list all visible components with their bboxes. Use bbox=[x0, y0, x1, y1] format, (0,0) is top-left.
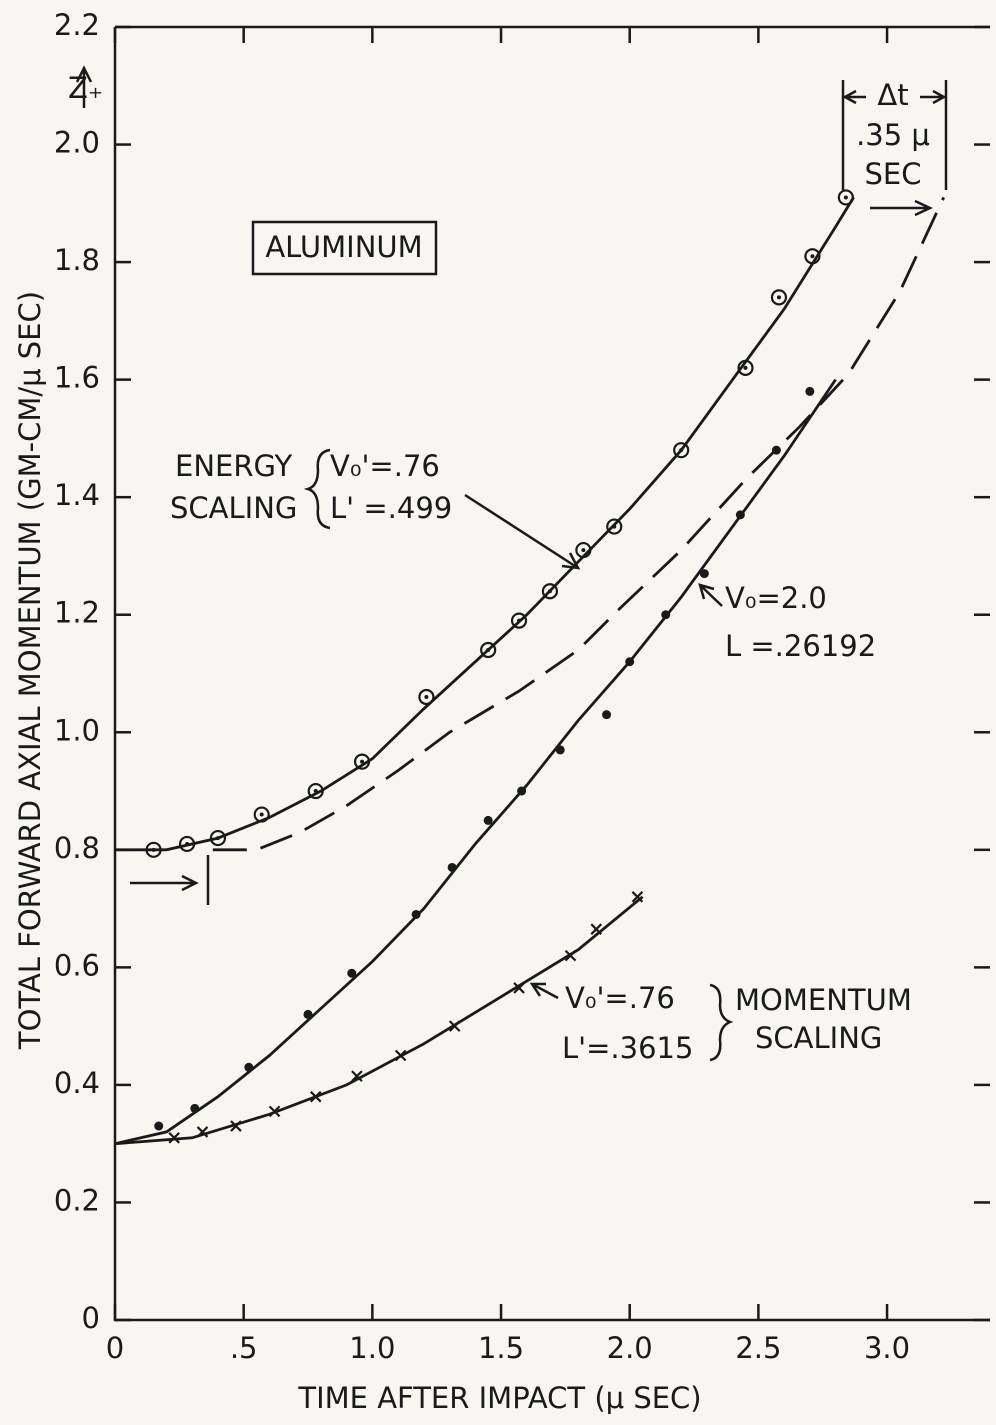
y-tick-label: 1.0 bbox=[54, 713, 100, 747]
brace bbox=[709, 983, 734, 1062]
annotation: MOMENTUM bbox=[735, 983, 912, 1017]
label-box bbox=[251, 220, 438, 276]
point bbox=[351, 1070, 363, 1082]
marker-center bbox=[581, 548, 586, 553]
point bbox=[347, 968, 357, 978]
x-tick-label: 1.0 bbox=[349, 1331, 395, 1365]
annotation: .35 μ bbox=[856, 118, 930, 152]
y-tick-label: 0.2 bbox=[54, 1183, 100, 1217]
point bbox=[699, 569, 709, 579]
z-arrow bbox=[75, 65, 93, 108]
arrow bbox=[464, 493, 581, 570]
x-tick-label: 2.5 bbox=[735, 1331, 781, 1365]
y-tick-label: 1.8 bbox=[54, 243, 100, 277]
annotation: ALUMINUM bbox=[265, 230, 422, 264]
annotation: Z₊ bbox=[68, 71, 103, 105]
annotation: L'=.3615 bbox=[562, 1031, 693, 1065]
arrow bbox=[698, 583, 723, 607]
point bbox=[602, 710, 612, 720]
delta-bracket bbox=[841, 80, 948, 190]
curve bbox=[212, 196, 945, 852]
arrow bbox=[870, 199, 933, 217]
marker-center bbox=[843, 195, 848, 200]
point bbox=[418, 688, 435, 706]
annotation: V₀'=.76 bbox=[565, 981, 675, 1015]
y-tick-label: 2.0 bbox=[54, 126, 100, 160]
marker-dot bbox=[602, 710, 612, 720]
x-tick-label: 2.0 bbox=[607, 1331, 653, 1365]
marker-x bbox=[351, 1070, 363, 1082]
x-tick-label: 0 bbox=[106, 1331, 124, 1365]
marker-center bbox=[810, 254, 815, 259]
y-tick-label: 2.2 bbox=[54, 8, 100, 42]
point bbox=[154, 1121, 164, 1131]
annotation: Δt bbox=[877, 78, 908, 112]
annotation: SCALING bbox=[170, 491, 297, 525]
marker-dot bbox=[154, 1121, 164, 1131]
arrow bbox=[529, 982, 559, 1000]
curve bbox=[114, 378, 837, 1146]
y-tick-label: 1.6 bbox=[54, 361, 100, 395]
marker-x bbox=[631, 891, 644, 903]
brace bbox=[303, 448, 331, 530]
annotation: L' =.499 bbox=[330, 491, 452, 525]
annotation: SEC bbox=[865, 157, 922, 191]
annotation: V₀'=.76 bbox=[330, 449, 440, 483]
marker-dot bbox=[699, 569, 709, 579]
point bbox=[837, 189, 854, 206]
x-tick-label: 3.0 bbox=[864, 1331, 910, 1365]
y-tick-label: 0.6 bbox=[54, 948, 100, 982]
y-tick-label: 0 bbox=[82, 1301, 100, 1335]
marker-center bbox=[424, 695, 429, 700]
point bbox=[805, 386, 815, 396]
y-tick-label: 0.4 bbox=[54, 1066, 100, 1100]
y-tick-label: 1.4 bbox=[54, 478, 100, 512]
x-axis-title: TIME AFTER IMPACT (μ SEC) bbox=[297, 1381, 701, 1415]
point bbox=[631, 891, 644, 903]
point bbox=[770, 289, 788, 306]
marker-center bbox=[743, 365, 748, 370]
point bbox=[483, 815, 493, 825]
marker-dot bbox=[483, 815, 493, 825]
arrow bbox=[130, 855, 210, 905]
x-tick-label: .5 bbox=[230, 1331, 258, 1365]
marker-dot bbox=[347, 968, 357, 978]
annotation: V₀=2.0 bbox=[725, 581, 827, 615]
y-tick-label: 0.8 bbox=[54, 831, 100, 865]
annotation: ENERGY bbox=[175, 449, 293, 483]
y-tick-label: 1.2 bbox=[54, 596, 100, 630]
x-tick-label: 1.5 bbox=[478, 1331, 524, 1365]
annotation: SCALING bbox=[755, 1021, 882, 1055]
marker-center bbox=[360, 759, 365, 764]
curve bbox=[114, 895, 644, 1146]
annotation: L =.26192 bbox=[725, 629, 876, 663]
y-axis-title: TOTAL FORWARD AXIAL MOMENTUM (GM-CM/μ SE… bbox=[13, 291, 47, 1050]
marker-center bbox=[776, 295, 781, 300]
curve bbox=[115, 196, 855, 852]
marker-dot bbox=[805, 386, 815, 396]
marker-center bbox=[259, 812, 264, 817]
